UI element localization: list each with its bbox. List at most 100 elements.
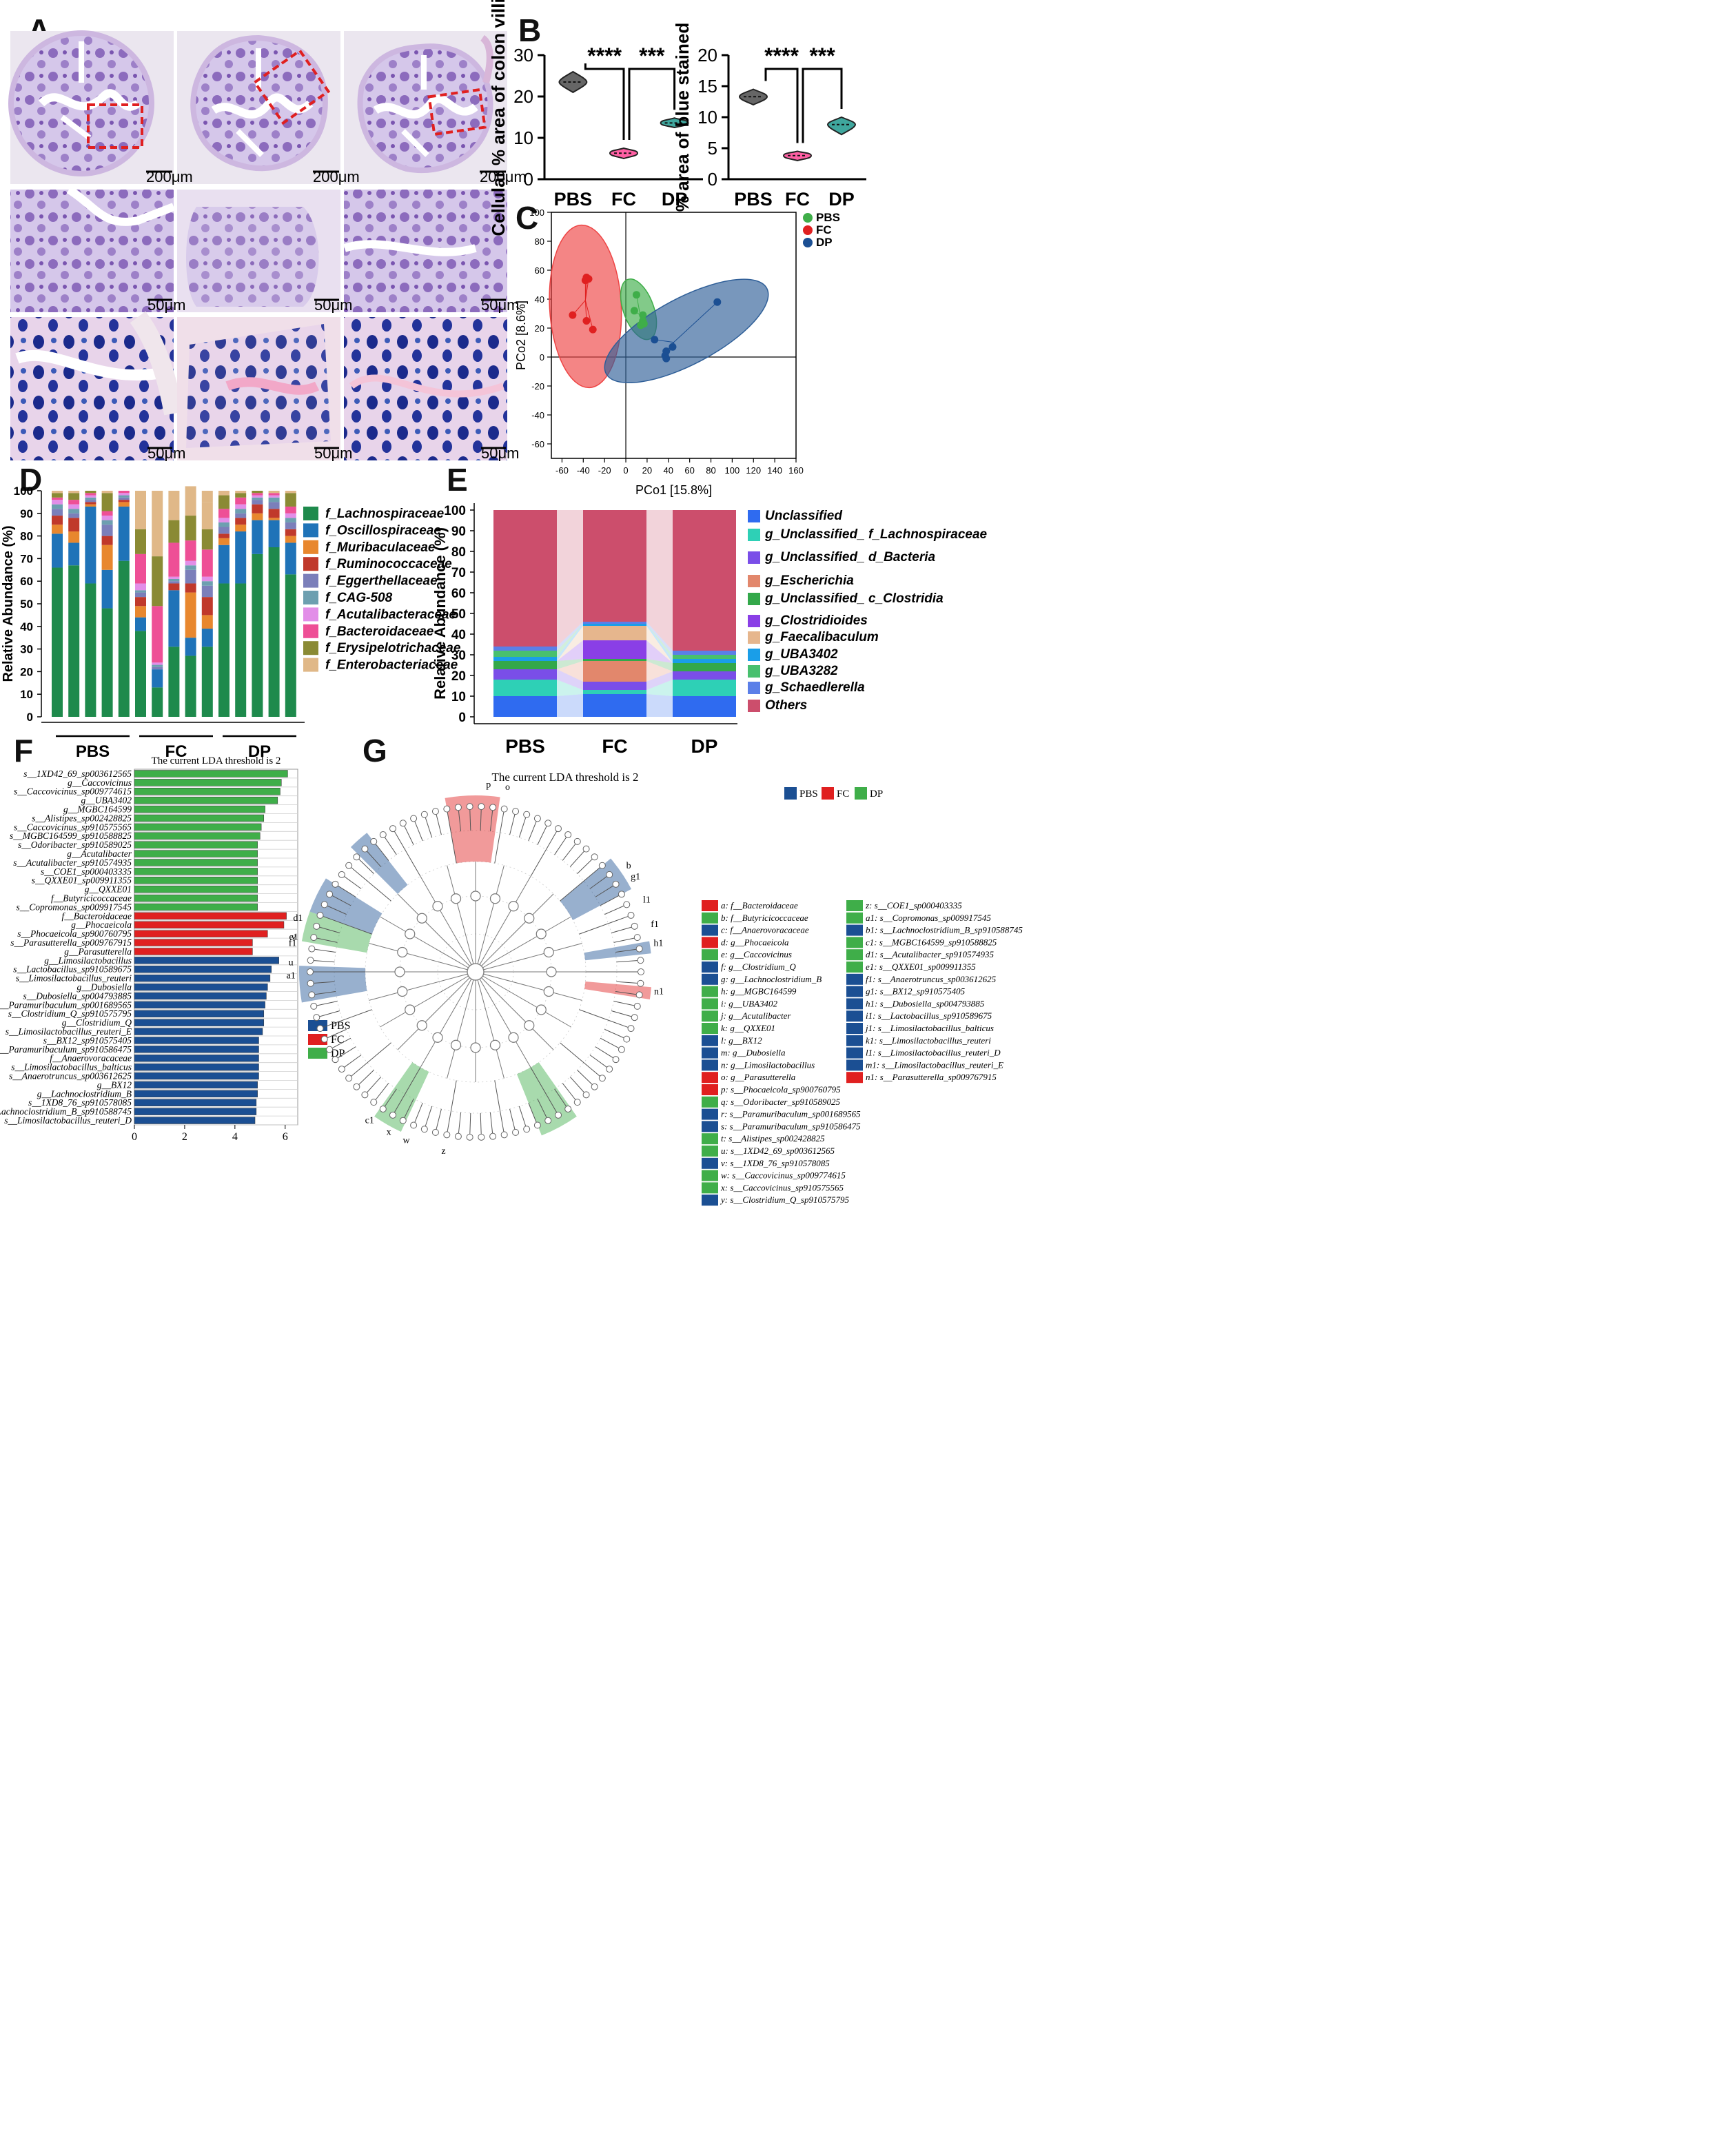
- legend-marker: [803, 225, 813, 235]
- lda-bar-label: g__UBA3402: [81, 795, 132, 806]
- lda-bar: [134, 868, 258, 875]
- branch: [481, 893, 554, 966]
- leaf-node: [618, 891, 625, 898]
- clade-highlight: [374, 1062, 429, 1132]
- tip-label: c1: [365, 1116, 374, 1126]
- legend-swatch: [748, 682, 760, 694]
- lda-bar-label: s__Limosilactobacillus_reuteri: [16, 973, 132, 984]
- stacked-bar-segment: [218, 491, 230, 496]
- branch: [577, 1070, 595, 1088]
- key-swatch: [702, 1108, 718, 1120]
- clade-highlight: [560, 858, 632, 920]
- stacked-bar-segment: [583, 690, 646, 694]
- stacked-bar-segment: [185, 655, 196, 717]
- lda-bar-label: s__MGBC164599_sp910588825: [10, 831, 132, 841]
- key-swatch: [702, 912, 718, 924]
- leaf-node: [533, 815, 541, 822]
- key-swatch: [846, 949, 863, 961]
- key-label: h: g__MGBC164599: [721, 986, 797, 997]
- violin-chart-blue-stained: 0 5 10 15 20% area of blue stained PBS FC DP ***…: [672, 23, 866, 212]
- internal-node: [536, 928, 547, 939]
- leaf-node: [379, 1105, 387, 1112]
- legend-swatch-fc: [822, 787, 834, 800]
- flow-connector: [646, 626, 673, 663]
- y-tick-label: 30: [451, 649, 466, 663]
- lda-bar-label: s__Limosilactobacillus_reuteri_D: [4, 1115, 132, 1126]
- stacked-bar-segment: [152, 491, 163, 557]
- stacked-bar-segment: [52, 567, 63, 717]
- stacked-bar-segment: [285, 506, 296, 513]
- leaf-node: [555, 825, 562, 833]
- stacked-bar-segment: [252, 497, 263, 500]
- stacked-bar-segment: [218, 518, 230, 522]
- stacked-bar-segment: [135, 592, 146, 598]
- y-tick-label: 80: [451, 545, 466, 560]
- panel-letter-e: E: [447, 462, 468, 498]
- leaf-node: [623, 901, 631, 908]
- x-tick-label: 40: [664, 465, 673, 476]
- x-tick-label: 140: [767, 465, 782, 476]
- key-swatch: [702, 937, 718, 948]
- x-tick-label: 0: [132, 1131, 137, 1143]
- pcoa-chart: -60 -40 -20 0 20 40 60 80 100 120 140 160 100 80 60 40 2…: [514, 207, 840, 497]
- lda-bar: [134, 966, 272, 973]
- y-tick-label: 80: [20, 530, 33, 543]
- stacked-bar-segment: [268, 493, 280, 496]
- x-axis-title: PCo1 [15.8%]: [635, 483, 712, 497]
- cladogram-panel: The current LDA threshold is 2 PBS FC DP…: [287, 771, 1023, 1206]
- stacked-bar-segment: [85, 495, 96, 498]
- internal-node: [524, 913, 535, 924]
- key-label: n: g__Limosilactobacillus: [721, 1059, 815, 1070]
- branch: [562, 841, 578, 861]
- legend-label: PBS: [331, 1020, 350, 1032]
- leaf-node: [313, 922, 320, 930]
- stacked-bar-segment: [168, 590, 180, 647]
- leaf-node: [345, 1075, 353, 1082]
- stacked-bar-segment: [185, 569, 196, 584]
- leaf-node: [316, 1025, 324, 1033]
- branch: [316, 926, 340, 933]
- x-tick-label: FC: [602, 735, 627, 757]
- legend-label: f_Oscillospiraceae: [325, 523, 441, 538]
- branch: [489, 807, 493, 832]
- lda-bar: [134, 770, 288, 777]
- stacked-bar-segment: [235, 509, 247, 513]
- y-tick-label: 40: [20, 620, 33, 633]
- lda-bar: [134, 805, 265, 813]
- lda-bar-label: g__Limosilactobacillus: [44, 955, 132, 966]
- stacked-bar-segment: [118, 502, 130, 507]
- branch: [320, 915, 372, 935]
- stacked-bar-segment: [185, 486, 196, 516]
- y-tick-label: 0: [27, 711, 33, 724]
- stacked-bar-segment: [583, 622, 646, 624]
- stacked-bar-segment: [101, 525, 113, 536]
- significance-stars: ***: [809, 43, 835, 68]
- stacked-bar-segment: [583, 661, 646, 682]
- stacked-bar-segment: [201, 549, 213, 577]
- stacked-bar-segment: [101, 608, 113, 717]
- centroid-spoke: [584, 300, 593, 330]
- stacked-bar-segment: [235, 513, 247, 518]
- tip-label: a1: [287, 970, 296, 981]
- data-point: [581, 276, 589, 285]
- stacked-bar-segment: [285, 513, 296, 518]
- lda-bar: [134, 877, 258, 884]
- y-tick-label: 100: [529, 207, 544, 218]
- stacked-bar-segment: [673, 510, 736, 651]
- key-swatch: [846, 986, 863, 997]
- stacked-bar-segment: [101, 511, 113, 516]
- lda-bar: [134, 894, 258, 902]
- stacked-bar-segment: [673, 696, 736, 717]
- leaf-node: [633, 1002, 641, 1010]
- key-swatch: [702, 1146, 718, 1157]
- branch: [577, 856, 595, 874]
- leaf-node: [606, 1066, 613, 1073]
- lda-bar: [134, 921, 285, 928]
- x-tick-label: -20: [598, 465, 611, 476]
- significance-bracket: [628, 68, 676, 140]
- branch: [420, 876, 472, 965]
- lda-bar: [134, 1081, 258, 1089]
- legend-label: f_CAG-508: [325, 591, 393, 605]
- leaf-node: [627, 911, 635, 919]
